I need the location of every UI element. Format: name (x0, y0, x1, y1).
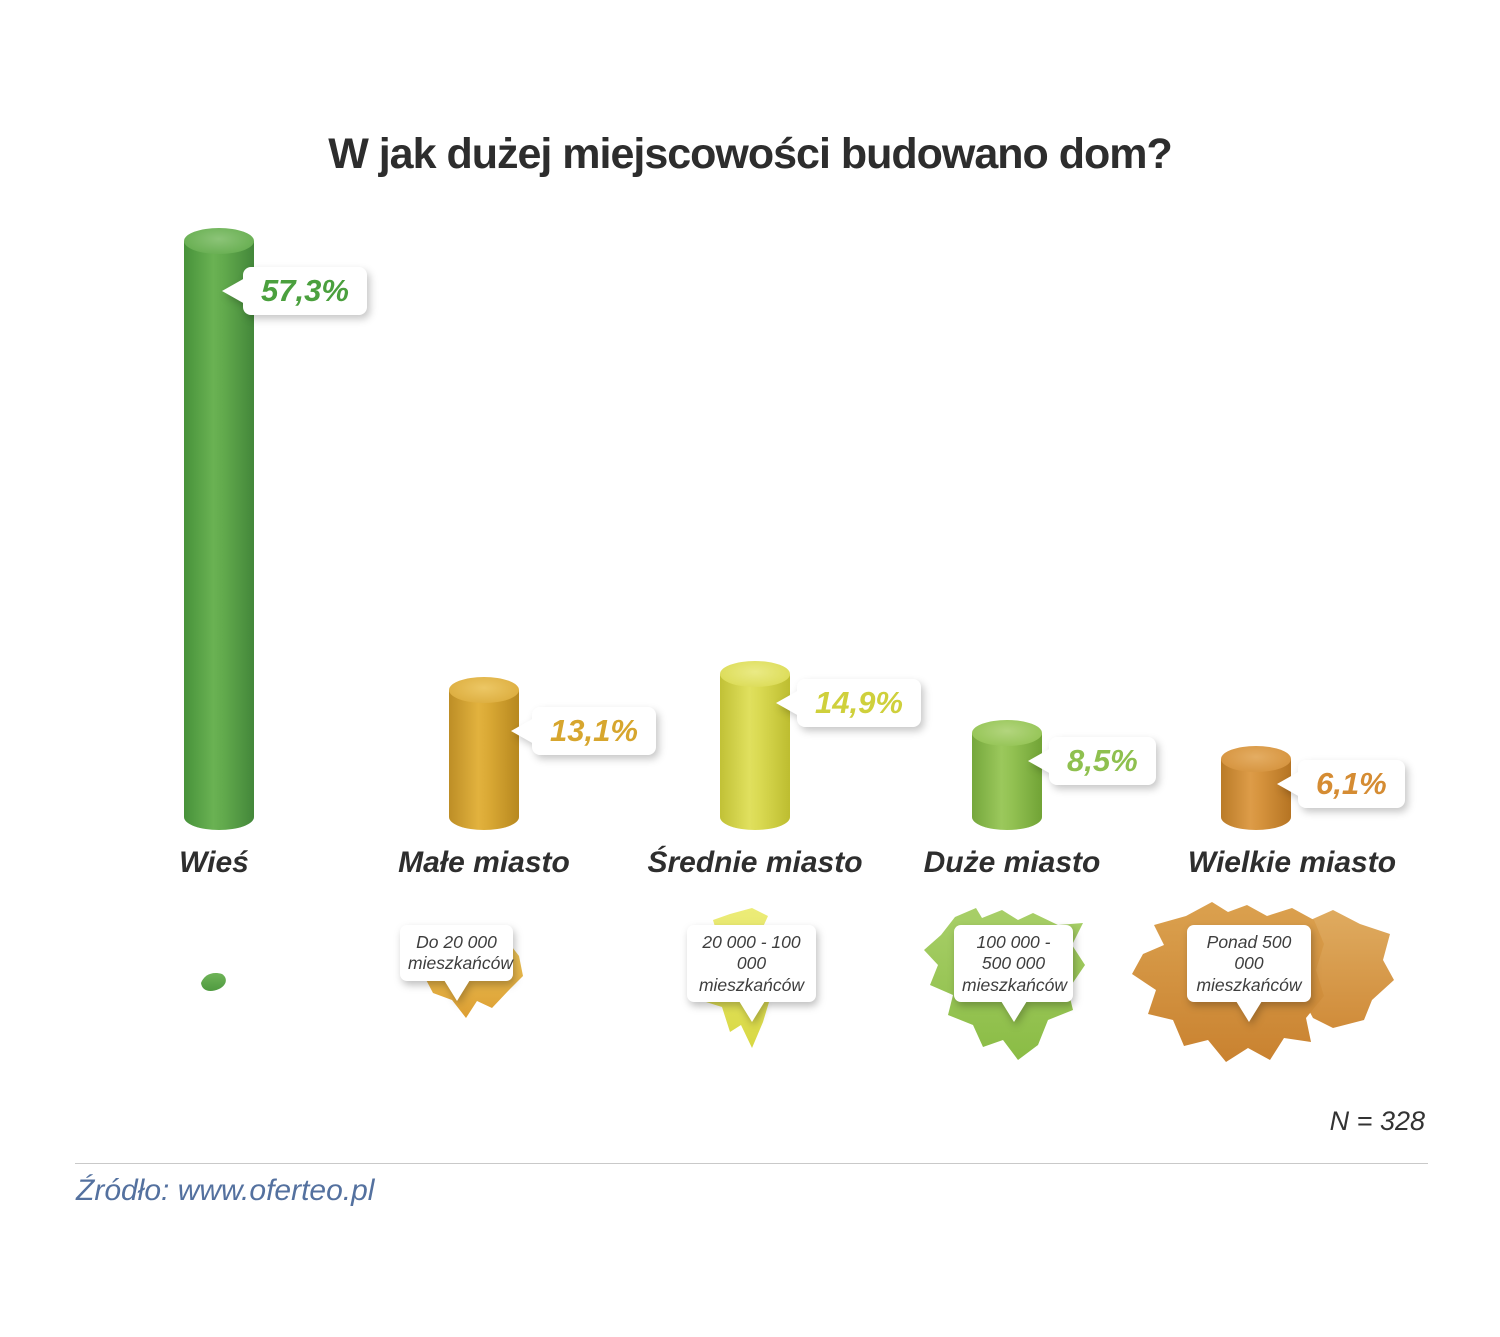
value-label-wies: 57,3% (243, 267, 367, 315)
value-callout-duze-miasto: 8,5% (1028, 737, 1156, 785)
callout-left-arrow-icon (511, 718, 534, 744)
bar-male-miasto-cap (449, 677, 519, 703)
category-label-wies: Wieś (179, 846, 249, 879)
category-label-male-miasto: Małe miasto (398, 846, 570, 879)
callout-down-arrow-icon (1000, 1001, 1027, 1023)
desc-text-male-miasto: Do 20 000 mieszkańców (400, 925, 513, 981)
bar-wielkie-miasto-cap (1221, 746, 1291, 772)
bar-male-miasto-body (449, 690, 519, 830)
callout-down-arrow-icon (443, 979, 470, 1001)
value-callout-male-miasto: 13,1% (511, 707, 656, 755)
callout-left-arrow-icon (222, 278, 245, 304)
source-credit: Źródło: www.oferteo.pl (76, 1174, 375, 1207)
value-label-male-miasto: 13,1% (532, 707, 656, 755)
desc-line1: Do 20 000 (416, 932, 497, 952)
bar-duze-miasto (972, 720, 1042, 830)
desc-line1: 100 000 - 500 000 (976, 932, 1051, 974)
desc-callout-wielkie-miasto: Ponad 500 000 mieszkańców (1187, 925, 1311, 1023)
sample-size: N = 328 (1329, 1106, 1425, 1136)
desc-text-srednie-miasto: 20 000 - 100 000 mieszkańców (687, 925, 816, 1003)
bar-male-miasto (449, 677, 519, 830)
chart-title: W jak dużej miejscowości budowano dom? (328, 130, 1173, 178)
village-map-blob-icon (201, 973, 226, 991)
desc-line2: mieszkańców (1196, 974, 1302, 995)
desc-callout-male-miasto: Do 20 000 mieszkańców (400, 925, 513, 1001)
category-label-wielkie-miasto: Wielkie miasto (1187, 846, 1397, 879)
bar-wies (184, 228, 254, 830)
category-label-duze-miasto: Duże miasto (923, 846, 1101, 879)
bar-wies-body (184, 241, 254, 830)
bar-srednie-miasto (720, 661, 790, 830)
desc-text-duze-miasto: 100 000 - 500 000 mieszkańców (954, 925, 1073, 1003)
desc-line2: mieszkańców (408, 953, 514, 974)
desc-line2: mieszkańców (962, 974, 1068, 995)
footer-divider (75, 1163, 1428, 1164)
desc-text-wielkie-miasto: Ponad 500 000 mieszkańców (1187, 925, 1311, 1003)
bar-wies-cap (184, 228, 254, 254)
desc-line1: Ponad 500 000 (1206, 932, 1292, 974)
value-label-wielkie-miasto: 6,1% (1298, 760, 1405, 808)
category-label-srednie-miasto: Średnie miasto (647, 846, 863, 879)
bar-srednie-miasto-cap (720, 661, 790, 687)
value-callout-wielkie-miasto: 6,1% (1277, 760, 1405, 808)
value-label-duze-miasto: 8,5% (1049, 737, 1156, 785)
desc-line2: mieszkańców (698, 974, 805, 995)
callout-left-arrow-icon (1277, 771, 1300, 797)
bar-duze-miasto-cap (972, 720, 1042, 746)
callout-left-arrow-icon (1028, 748, 1051, 774)
value-callout-wies: 57,3% (222, 267, 367, 315)
callout-down-arrow-icon (738, 1001, 765, 1023)
desc-line1: 20 000 - 100 000 (702, 932, 801, 974)
callout-left-arrow-icon (776, 690, 799, 716)
value-label-srednie-miasto: 14,9% (797, 679, 921, 727)
desc-callout-duze-miasto: 100 000 - 500 000 mieszkańców (954, 925, 1073, 1023)
callout-down-arrow-icon (1236, 1001, 1262, 1023)
value-callout-srednie-miasto: 14,9% (776, 679, 921, 727)
desc-callout-srednie-miasto: 20 000 - 100 000 mieszkańców (687, 925, 816, 1023)
